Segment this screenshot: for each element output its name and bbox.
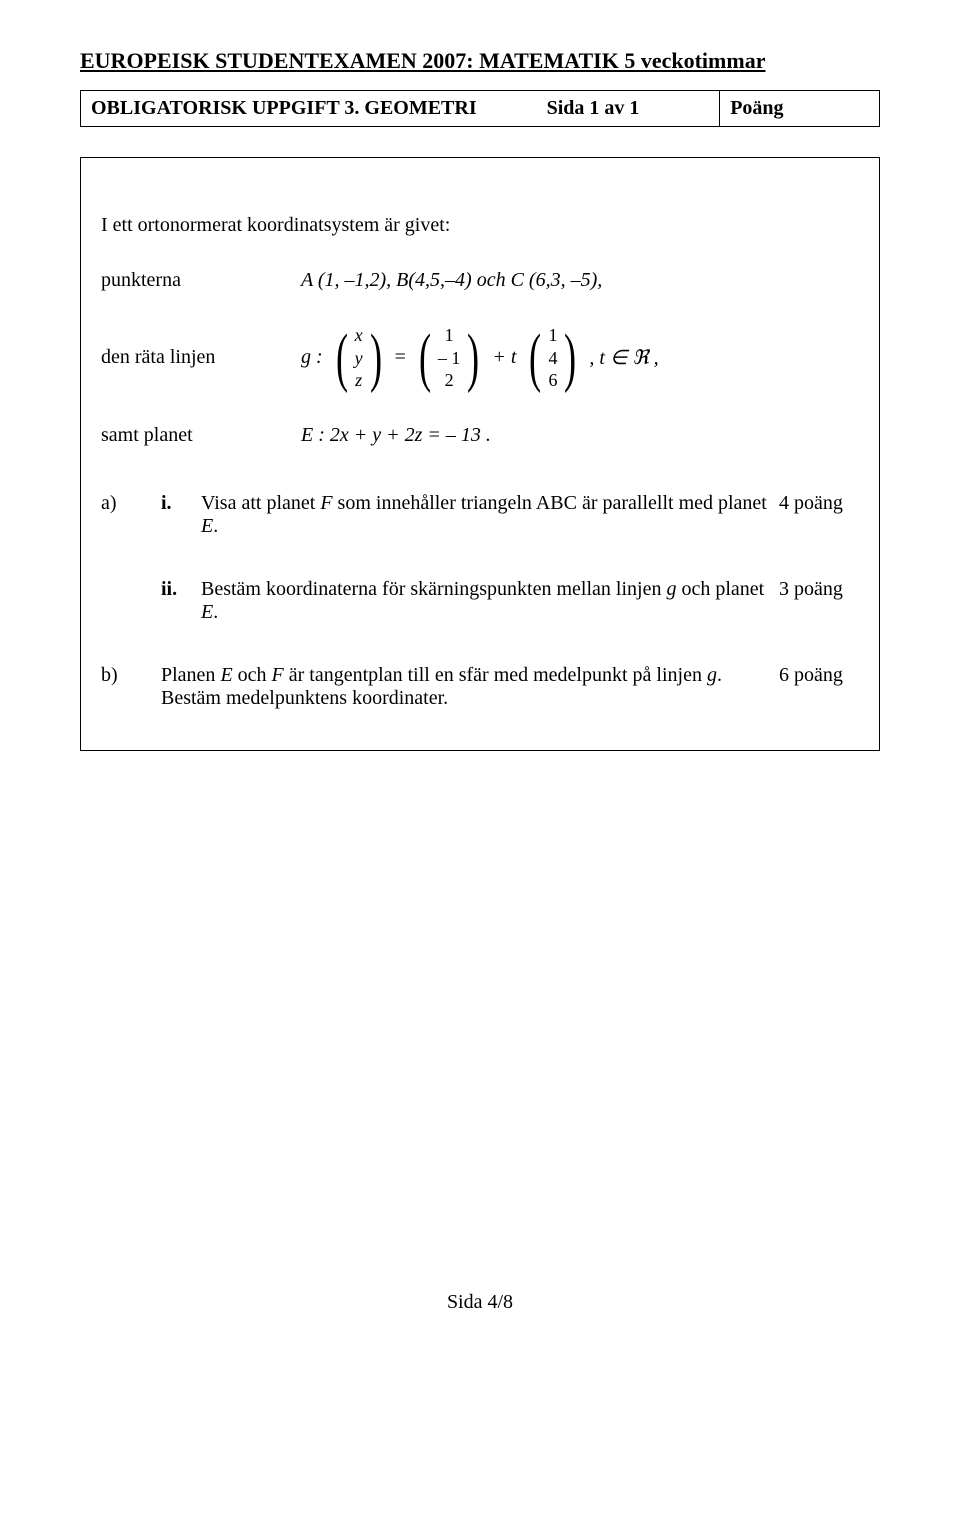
points-row: punkterna A (1, –1,2), B(4,5,–4) och C (… (101, 269, 859, 292)
header-page-info: Sida 1 av 1 (547, 97, 640, 119)
page-title: EUROPEISK STUDENTEXAMEN 2007: MATEMATIK … (80, 48, 880, 74)
page-footer: Sida 4/8 (80, 1291, 880, 1314)
g-symbol: g : (301, 346, 323, 369)
part-a-i: a) i. Visa att planet F som innehåller t… (101, 492, 859, 538)
roman-i: i. (161, 492, 201, 515)
label-a: a) (101, 492, 161, 515)
line-label: den räta linjen (101, 346, 261, 369)
text-a-ii: Bestäm koordinaterna för skärningspunkte… (201, 578, 779, 624)
intro-text: I ett ortonormerat koordinatsystem är gi… (101, 214, 859, 237)
text-a-i: Visa att planet F som innehåller triange… (201, 492, 779, 538)
points-a-i: 4 poäng (779, 492, 859, 515)
label-b: b) (101, 664, 161, 687)
vec-a2: 2 (445, 369, 454, 392)
header-left-cell: OBLIGATORISK UPPGIFT 3. GEOMETRI Sida 1 … (81, 91, 720, 127)
vec-a: ( 1 – 1 2 ) (414, 324, 484, 392)
plus-t: + t (492, 346, 516, 369)
part-b: b) Planen E och F är tangentplan till en… (101, 664, 859, 710)
part-a-ii: ii. Bestäm koordinaterna för skärningspu… (101, 578, 859, 624)
plane-label: samt planet (101, 424, 261, 447)
vec-a0: 1 (445, 324, 454, 347)
plane-row: samt planet E : 2x + y + 2z = – 13 . (101, 424, 859, 447)
header-table: OBLIGATORISK UPPGIFT 3. GEOMETRI Sida 1 … (80, 90, 880, 127)
points-b: 6 poäng (779, 664, 859, 687)
points-text: A (1, –1,2), B(4,5,–4) och C (6,3, –5), (301, 269, 602, 292)
vec-y: y (355, 347, 363, 370)
text-b: Planen E och F är tangentplan till en sf… (161, 664, 779, 710)
vec-b2: 6 (548, 369, 557, 392)
line-tail: , t ∈ ℜ , (589, 345, 658, 370)
vec-x: x (355, 324, 363, 347)
eq-sign: = (395, 346, 406, 369)
vec-a1: – 1 (438, 347, 461, 370)
line-row: den räta linjen g : ( x y z ) = ( 1 (101, 324, 859, 392)
header-left-text: OBLIGATORISK UPPGIFT 3. GEOMETRI (91, 97, 477, 119)
vec-b: ( 1 4 6 ) (524, 324, 581, 392)
vec-z: z (355, 369, 362, 392)
vec-xyz: ( x y z ) (331, 324, 387, 392)
line-math: g : ( x y z ) = ( 1 – 1 2 (301, 324, 659, 392)
header-right-cell: Poäng (720, 91, 880, 127)
points-a-ii: 3 poäng (779, 578, 859, 601)
roman-ii: ii. (161, 578, 201, 601)
problem-box: I ett ortonormerat koordinatsystem är gi… (80, 157, 880, 751)
points-label: punkterna (101, 269, 261, 292)
plane-eq: E : 2x + y + 2z = – 13 . (301, 424, 491, 447)
vec-b1: 4 (548, 347, 557, 370)
vec-b0: 1 (548, 324, 557, 347)
